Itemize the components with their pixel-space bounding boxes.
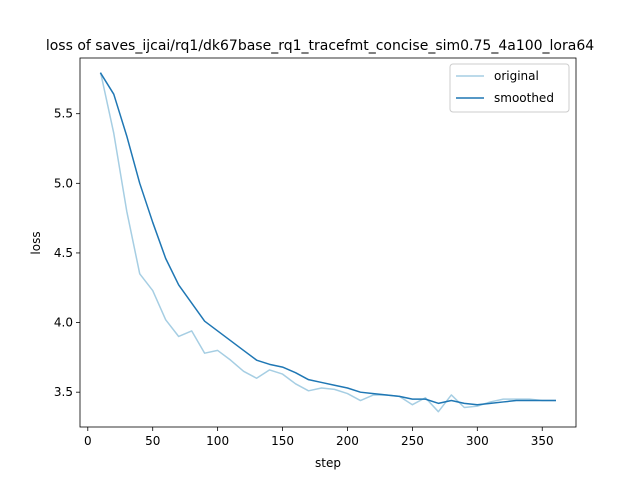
y-tick-label: 5.5 (54, 107, 73, 121)
legend-label-smoothed: smoothed (494, 91, 554, 105)
x-tick-label: 250 (401, 434, 424, 448)
y-tick-label: 4.0 (54, 316, 73, 330)
series-line-original (99, 72, 556, 413)
y-tick-label: 3.5 (54, 385, 73, 399)
y-axis-ticks: 3.5 4.0 4.5 5.0 5.5 (54, 107, 80, 399)
x-tick-label: 150 (271, 434, 294, 448)
x-axis-ticks: 0 50 100 150 200 250 300 350 (84, 427, 554, 448)
x-tick-label: 0 (84, 434, 92, 448)
plot-area (80, 58, 576, 427)
y-tick-label: 5.0 (54, 176, 73, 190)
legend: original smoothed (449, 63, 570, 113)
x-tick-label: 350 (531, 434, 554, 448)
legend-label-original: original (494, 69, 539, 83)
x-tick-label: 300 (466, 434, 489, 448)
chart-title: loss of saves_ijcai/rq1/dk67base_rq1_tra… (46, 38, 594, 54)
y-axis-label: loss (29, 231, 43, 254)
x-tick-label: 200 (336, 434, 359, 448)
series-lines (99, 72, 556, 413)
y-tick-label: 4.5 (54, 246, 73, 260)
x-tick-label: 100 (206, 434, 229, 448)
x-axis-label: step (315, 456, 341, 470)
plot-frame (79, 57, 577, 428)
x-tick-label: 50 (145, 434, 160, 448)
series-line-smoothed (99, 72, 556, 406)
